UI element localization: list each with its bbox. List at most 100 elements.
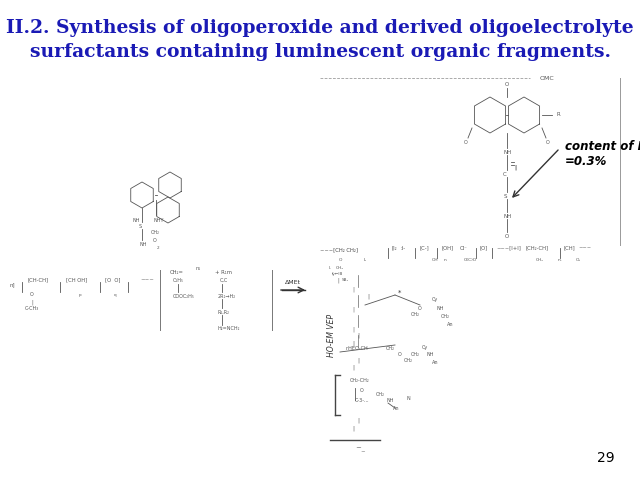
Text: [O  O]: [O O] [105,277,120,283]
Text: O: O [30,292,34,298]
Text: [l₂: [l₂ [392,245,397,251]
Text: |: | [352,340,354,346]
Text: O: O [339,258,342,262]
Text: An: An [447,322,453,326]
Text: NH: NH [139,241,147,247]
Text: [CH OH]: [CH OH] [66,277,87,283]
Text: CH₃: CH₃ [336,266,344,270]
Text: O: O [398,351,402,357]
Text: OMC: OMC [540,75,555,81]
Text: ~: ~ [355,445,361,451]
Text: ΔMEt: ΔMEt [285,279,301,285]
Text: |: | [352,425,354,431]
Text: 2: 2 [157,246,159,250]
Text: C: C [503,171,507,177]
Text: n₄: n₄ [557,258,563,262]
Text: N: N [406,396,410,400]
Text: [O]: [O] [480,245,488,251]
Text: p: p [79,293,81,297]
Text: CH₂-CH₂: CH₂-CH₂ [350,377,370,383]
Text: content of FITC
=0.3%: content of FITC =0.3% [565,140,640,168]
Text: CH₂: CH₂ [150,229,159,235]
Text: |: | [352,306,354,312]
Text: 2R₁→H₂: 2R₁→H₂ [218,293,236,299]
Text: CH₂: CH₂ [410,351,419,357]
Text: [C-]: [C-] [420,245,429,251]
Text: O: O [153,238,157,242]
Text: fy←lB: fy←lB [332,272,344,276]
Text: CH₂: CH₂ [376,393,385,397]
Text: |: | [352,326,354,332]
Text: l₁: l₁ [364,258,367,262]
Text: CH₂: CH₂ [410,312,419,317]
Text: NH: NH [503,214,511,218]
Text: S: S [504,193,508,199]
Text: |: | [357,417,359,423]
Text: O: O [360,387,364,393]
Text: ~~~[CH₂ CH₂]: ~~~[CH₂ CH₂] [320,248,358,252]
Text: C-CH₃: C-CH₃ [25,305,39,311]
Text: |: | [352,364,354,370]
Text: C-3-...: C-3-... [355,397,369,403]
Text: O: O [464,141,468,145]
Text: ~~~[l+l]: ~~~[l+l] [496,245,521,251]
Text: R: R [556,112,560,118]
Text: NHY: NHY [154,217,164,223]
Text: + R₁m: + R₁m [215,269,232,275]
Text: |: | [367,293,369,299]
Text: O: O [505,235,509,240]
Text: NH: NH [503,149,511,155]
Text: nHEO-CH: nHEO-CH [345,346,368,350]
Text: O: O [546,141,550,145]
Text: Cy: Cy [432,298,438,302]
Text: |: | [357,357,359,363]
Text: CH₂: CH₂ [536,258,544,262]
Text: NH: NH [387,397,394,403]
Text: COOC₂H₅: COOC₂H₅ [173,293,195,299]
Text: n: n [444,258,446,262]
Text: ~~~: ~~~ [578,245,591,251]
Text: CH₂: CH₂ [403,358,413,362]
Text: [OH]: [OH] [441,245,453,251]
Text: II.2. Synthesis of oligoperoxide and derived oligoelectrolyte: II.2. Synthesis of oligoperoxide and der… [6,19,634,37]
Text: ~~~: ~~~ [140,277,154,283]
Text: [CH₂-CH]: [CH₂-CH] [526,245,549,251]
Text: CH₂: CH₂ [385,346,394,350]
Text: |: | [352,286,354,292]
Text: Cl⁻: Cl⁻ [460,245,468,251]
Text: NH: NH [426,352,434,358]
Text: OH: OH [432,258,438,262]
Text: |: | [31,299,33,305]
Text: An: An [393,406,399,410]
Text: l₁: l₁ [328,266,332,270]
Text: O: O [505,82,509,86]
Text: O: O [418,305,422,311]
Text: [CH]: [CH] [564,245,576,251]
Text: SB₂: SB₂ [341,278,349,282]
Text: |: | [357,332,359,338]
Text: *: * [398,290,402,296]
Text: O(C)O: O(C)O [463,258,477,262]
Text: CH₂: CH₂ [440,313,449,319]
Text: ~: ~ [361,449,365,455]
Text: An: An [432,360,438,364]
Text: [CH-CH]: [CH-CH] [28,277,49,283]
Text: surfactants containing luminescent organic fragments.: surfactants containing luminescent organ… [29,43,611,61]
Text: O₂: O₂ [575,258,580,262]
Text: S: S [139,224,142,228]
Text: R₂,R₂: R₂,R₂ [218,310,230,314]
Text: HO-EM VEP: HO-EM VEP [328,313,337,357]
Text: NH: NH [436,305,444,311]
Text: |: | [337,277,339,283]
Text: CH₂=: CH₂= [170,269,184,275]
Text: Cy: Cy [422,346,428,350]
Text: q: q [114,293,116,297]
Text: :l-: :l- [400,245,405,251]
Text: C,C: C,C [220,277,228,283]
Text: n₁: n₁ [196,265,201,271]
Text: C₂H₅: C₂H₅ [173,277,184,283]
Text: ||: || [514,164,518,170]
Text: 29: 29 [597,451,615,465]
Text: H₂=NCH₂: H₂=NCH₂ [218,326,241,332]
Text: n]: n] [10,283,15,288]
